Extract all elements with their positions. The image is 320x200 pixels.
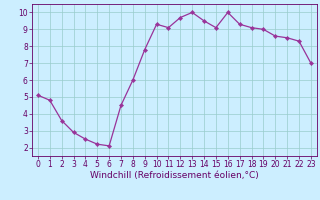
X-axis label: Windchill (Refroidissement éolien,°C): Windchill (Refroidissement éolien,°C) xyxy=(90,171,259,180)
